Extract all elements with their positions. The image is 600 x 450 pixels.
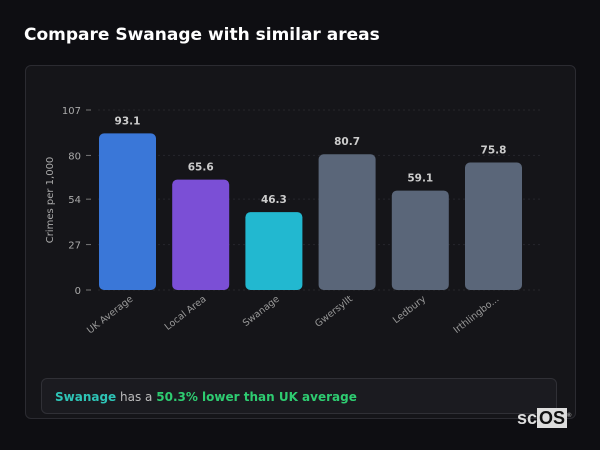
scos-logo: sc OS ® bbox=[517, 408, 572, 428]
summary-area: Swanage bbox=[55, 390, 117, 404]
x-tick-label: Local Area bbox=[163, 294, 209, 333]
summary-text: has a bbox=[120, 390, 153, 404]
x-tick-label: Swanage bbox=[241, 294, 282, 329]
x-tick-label: Ledbury bbox=[391, 293, 428, 326]
bar bbox=[391, 190, 449, 290]
y-tick-label: 54 bbox=[68, 195, 81, 206]
data-label: 75.8 bbox=[481, 144, 507, 156]
y-tick-label: 107 bbox=[62, 106, 81, 117]
bar bbox=[465, 162, 522, 290]
y-tick-label: 27 bbox=[68, 241, 81, 252]
y-tick-label: 0 bbox=[75, 286, 81, 297]
data-label: 65.6 bbox=[188, 162, 214, 174]
x-tick-label: Irthlingbo... bbox=[452, 294, 502, 336]
data-label: 80.7 bbox=[334, 136, 360, 148]
y-axis-label: Crimes per 1,000 bbox=[45, 157, 56, 244]
data-label: 93.1 bbox=[115, 115, 141, 127]
x-tick-label: Gwersyllt bbox=[313, 294, 355, 330]
bar bbox=[245, 212, 303, 290]
data-label: 46.3 bbox=[261, 194, 287, 206]
bar bbox=[99, 133, 156, 290]
y-tick-label: 80 bbox=[68, 151, 81, 162]
bar bbox=[318, 154, 376, 290]
summary-box: Swanage has a 50.3% lower than UK averag… bbox=[41, 378, 557, 414]
bar bbox=[172, 179, 230, 290]
data-label: 59.1 bbox=[407, 173, 433, 185]
page-title: Compare Swanage with similar areas bbox=[24, 25, 380, 45]
summary-difference: 50.3% lower than UK average bbox=[156, 390, 357, 404]
x-tick-label: UK Average bbox=[85, 294, 135, 337]
